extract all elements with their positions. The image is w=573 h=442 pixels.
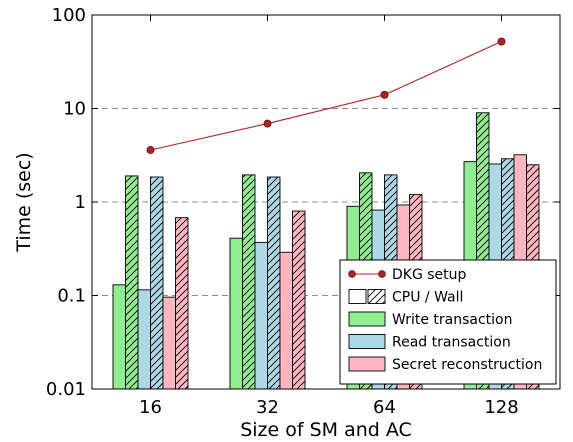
dkg-setup-point <box>497 37 506 46</box>
bar <box>162 296 176 390</box>
dkg-setup-polyline <box>150 41 502 151</box>
x-tick-label: 32 <box>256 397 279 418</box>
bar-hatch <box>267 177 280 389</box>
y-ticks: 0.01 0.1 1 10 100 <box>46 5 560 400</box>
legend-dkg-marker <box>348 270 356 278</box>
bar <box>137 289 151 390</box>
legend-swatch <box>348 356 386 372</box>
dkg-setup-point <box>146 146 155 154</box>
legend-dkg-marker <box>378 270 386 278</box>
y-tick-label: 0.1 <box>57 286 86 307</box>
bar-hatch <box>292 211 305 389</box>
bar <box>254 241 268 390</box>
bar-hatch <box>125 175 138 389</box>
legend-label-dkg-setup: DKG setup <box>392 267 467 283</box>
legend-wall-hatch <box>368 289 385 304</box>
bar <box>229 237 243 390</box>
x-tick-label: 64 <box>373 397 396 418</box>
legend-cpu-swatch <box>348 289 367 304</box>
dkg-setup-point <box>263 119 272 128</box>
legend-label: Secret reconstruction <box>392 357 542 373</box>
x-axis-title: Size of SM and AC <box>240 419 412 441</box>
x-tick-label: 128 <box>484 397 518 418</box>
x-tick-label: 16 <box>139 397 162 418</box>
x-ticks: 16 32 64 128 <box>139 15 519 418</box>
legend-label: Read transaction <box>392 335 511 351</box>
y-tick-label: 10 <box>63 99 86 120</box>
bar <box>112 284 126 390</box>
dkg-setup-point <box>380 90 389 99</box>
y-tick-label: 100 <box>52 5 86 26</box>
y-axis-title: Time (sec) <box>13 152 35 252</box>
legend-swatch <box>348 311 386 327</box>
bar-hatch <box>150 177 163 389</box>
y-tick-label: 1 <box>75 192 86 213</box>
bar-hatch <box>175 217 188 389</box>
legend-label: Write transaction <box>392 312 513 328</box>
legend-label-cpu-wall: CPU / Wall <box>392 290 463 306</box>
legend-swatch <box>348 334 386 349</box>
y-tick-label: 0.01 <box>46 379 86 400</box>
legend: DKG setup CPU / Wall Write transaction Read… <box>339 259 557 385</box>
bar-hatch <box>242 174 255 389</box>
bar <box>279 251 293 390</box>
dkg-setup-line <box>146 37 506 154</box>
